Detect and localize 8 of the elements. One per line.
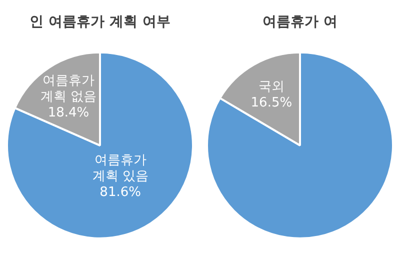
slice-label: 여름휴가 계획 있음 bbox=[92, 152, 148, 184]
chart-title: 여름휴가 여 bbox=[262, 14, 338, 30]
slice-label: 여름휴가 계획 없음 bbox=[40, 73, 97, 104]
slice-label: 국외 bbox=[258, 80, 284, 95]
data-label: 16.5% bbox=[250, 96, 292, 111]
data-label: 18.4% bbox=[48, 105, 90, 120]
chart-title: 인 여름휴가 계획 여부 bbox=[30, 14, 170, 30]
data-label: 81.6% bbox=[100, 184, 141, 200]
